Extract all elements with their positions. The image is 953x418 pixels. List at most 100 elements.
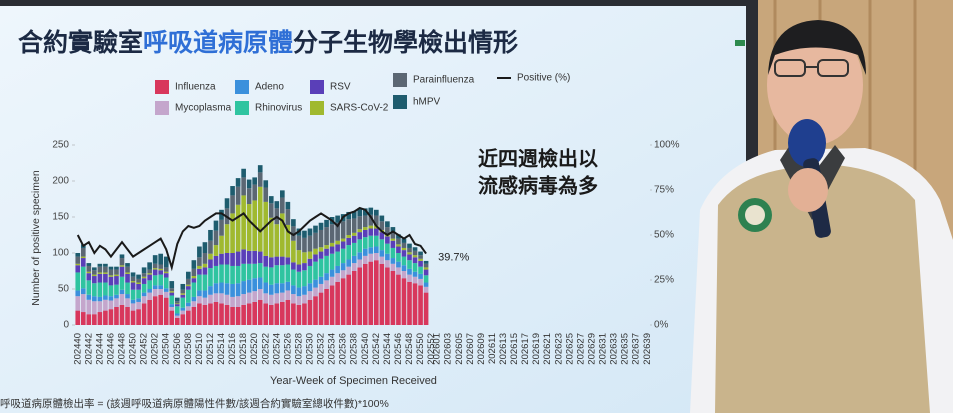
bar-segment — [202, 304, 208, 325]
bar-segment — [246, 279, 252, 293]
bar-segment — [257, 299, 263, 325]
bar-segment — [130, 289, 136, 300]
bar-segment — [335, 222, 340, 241]
bar-segment — [351, 232, 357, 236]
x-tick-label: 202601 — [432, 333, 443, 365]
bar-segment — [385, 267, 390, 325]
bar-segment — [125, 282, 130, 295]
bar-segment — [423, 263, 429, 268]
y-tick-label: 150 — [52, 212, 69, 223]
bar-segment — [346, 259, 351, 267]
bar-segment — [379, 256, 385, 264]
x-tick-label: 202607 — [465, 333, 476, 365]
bar-segment — [302, 230, 307, 238]
speaker — [690, 20, 953, 413]
bar-segment — [235, 296, 241, 307]
bar-segment — [351, 271, 357, 325]
bar-segment — [268, 267, 274, 285]
bar-segment — [152, 285, 158, 289]
bar-segment — [257, 251, 263, 264]
bar-segment — [213, 220, 219, 231]
bar-segment — [208, 303, 213, 325]
bar-segment — [329, 276, 335, 286]
bar-segment — [401, 271, 407, 279]
bar-segment — [418, 266, 423, 274]
bar-segment — [390, 238, 396, 241]
bar-segment — [174, 317, 180, 325]
bar-segment — [213, 230, 219, 246]
positive-line — [76, 206, 427, 272]
bar-segment — [114, 274, 119, 277]
bar-segment — [191, 260, 197, 269]
bar-segment — [268, 304, 274, 325]
bar-segment — [108, 309, 114, 325]
bar-segment — [307, 291, 313, 300]
bar-segment — [368, 261, 374, 325]
bar-segment — [329, 253, 335, 270]
bar-segment — [329, 242, 335, 247]
x-tick-label: 202639 — [642, 333, 653, 365]
bar-segment — [136, 309, 141, 325]
bar-segment — [180, 283, 186, 290]
bar-segment — [390, 247, 396, 259]
bar-segment — [280, 256, 285, 266]
bar-segment — [280, 197, 285, 214]
bar-segment — [307, 235, 313, 252]
bar-segment — [80, 294, 86, 313]
bar-segment — [141, 278, 147, 284]
bar-segment — [280, 213, 285, 257]
bar-segment — [125, 263, 130, 267]
bar-segment — [313, 232, 318, 249]
bar-segment — [329, 285, 335, 325]
bar-segment — [103, 272, 108, 274]
bar-segment — [379, 232, 385, 240]
bar-segment — [274, 224, 280, 257]
bar-segment — [246, 204, 252, 251]
bar-segment — [374, 209, 379, 216]
bar-segment — [296, 250, 302, 265]
bar-segment — [307, 258, 313, 266]
bar-segment — [213, 255, 219, 266]
bar-segment — [92, 276, 97, 284]
bar-segment — [246, 292, 252, 304]
x-tick-label: 202526 — [282, 333, 293, 365]
bar-segment — [401, 238, 407, 243]
bar-segment — [197, 296, 202, 304]
x-tick-label: 202440 — [72, 333, 83, 365]
bar-segment — [423, 267, 429, 270]
bar-segment — [418, 258, 423, 261]
bar-segment — [407, 260, 412, 269]
bar-segment — [263, 255, 269, 267]
bar-segment — [158, 294, 164, 325]
bar-segment — [141, 273, 147, 277]
legend-label: SARS-CoV-2 — [330, 103, 389, 114]
bar-segment — [174, 306, 180, 314]
bar-segment — [263, 282, 269, 294]
bar-segment — [103, 299, 108, 311]
bar-segment — [285, 290, 291, 300]
bar-segment — [230, 296, 235, 307]
bar-segment — [418, 255, 423, 259]
bar-segment — [158, 268, 164, 271]
bar-segment — [307, 251, 313, 259]
bar-segment — [130, 276, 136, 282]
bar-segment — [86, 314, 92, 325]
bar-segment — [313, 279, 318, 288]
bar-segment — [219, 303, 224, 325]
bar-segment — [329, 224, 335, 243]
bar-segment — [346, 237, 351, 246]
bar-segment — [274, 201, 280, 209]
bar-segment — [230, 283, 235, 297]
bar-segment — [158, 285, 164, 289]
bar-segment — [208, 294, 213, 304]
bar-segment — [158, 270, 164, 275]
bar-segment — [296, 264, 302, 272]
bar-segment — [147, 269, 152, 274]
legend-label: Mycoplasma — [175, 103, 232, 114]
bar-segment — [274, 256, 280, 266]
legend-label: Influenza — [175, 82, 216, 93]
bar-segment — [280, 292, 285, 302]
bar-segment — [280, 283, 285, 293]
